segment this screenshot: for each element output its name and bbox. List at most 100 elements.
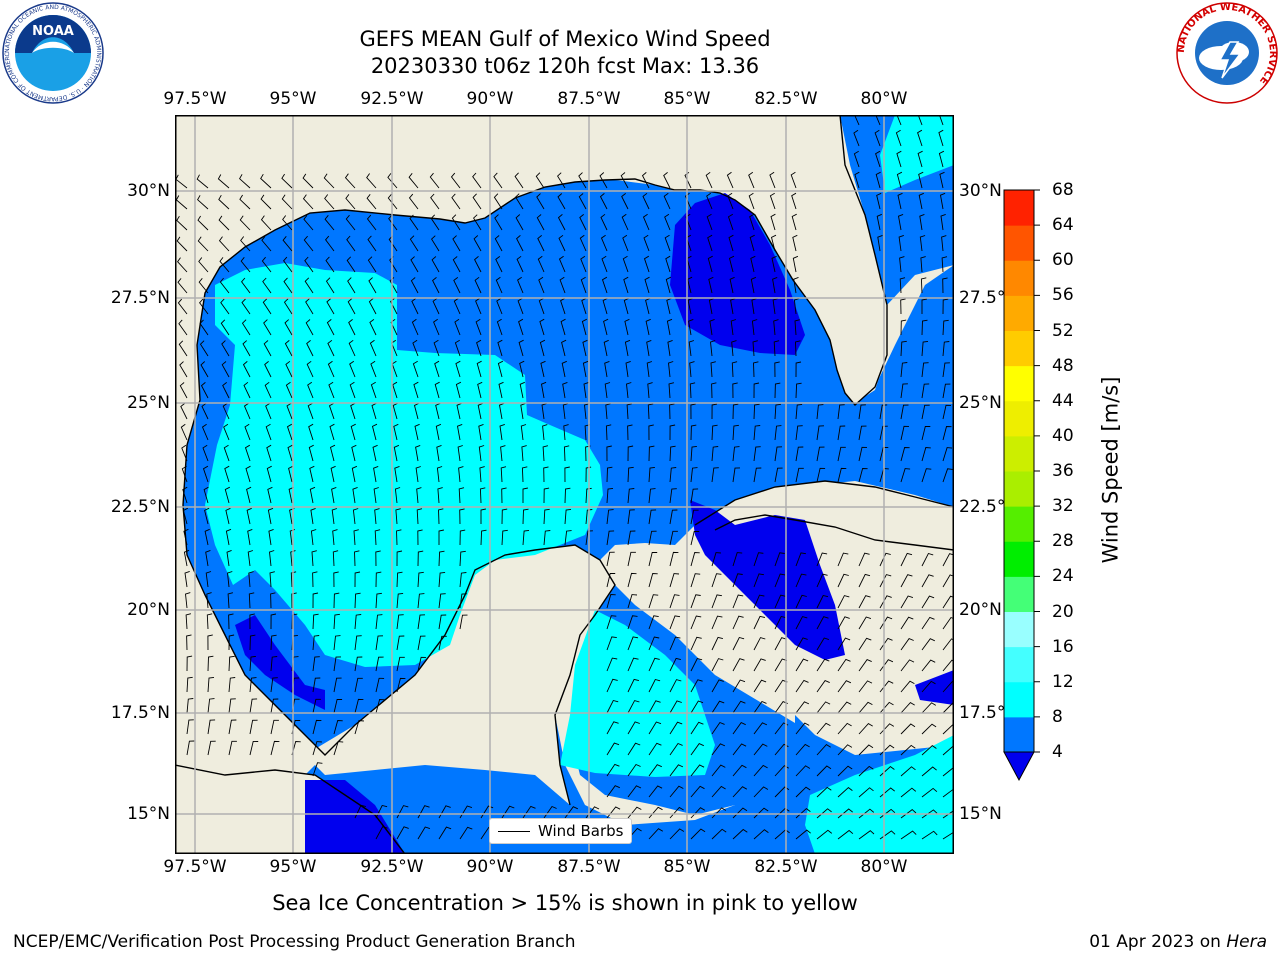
wind-barb [709, 318, 715, 336]
wind-barb [579, 234, 587, 252]
wind-barb [646, 361, 653, 378]
wind-barb [197, 195, 209, 210]
wind-barb [518, 339, 524, 357]
colorbar-ticks [1034, 189, 1040, 753]
wind-barb [837, 637, 851, 651]
wind-barb [264, 381, 272, 399]
wind-barb [346, 235, 356, 252]
wind-barb [249, 634, 256, 651]
wind-barb [178, 340, 188, 357]
wind-barb [561, 360, 567, 378]
wind-barb [669, 488, 677, 504]
wind-barb [711, 615, 723, 630]
wind-barb [816, 744, 831, 756]
wind-barb [562, 381, 568, 399]
colorbar-band [1004, 295, 1034, 331]
wind-barb [753, 425, 761, 441]
wind-barb [858, 830, 875, 840]
wind-barb [732, 573, 743, 588]
wind-barb [748, 192, 755, 210]
wind-barb [375, 699, 385, 714]
wind-barb [600, 234, 608, 252]
wind-barb [180, 403, 188, 420]
wind-barb [919, 213, 925, 231]
wind-barb [302, 194, 314, 210]
wind-barb [585, 487, 592, 504]
wind-barb [876, 192, 882, 210]
wind-barb [622, 234, 629, 252]
wind-barb [669, 509, 678, 525]
wind-barb [690, 530, 700, 546]
lat-tick-label: 30°N [127, 181, 170, 201]
wind-barb [711, 424, 718, 441]
colorbar-band [1004, 541, 1034, 577]
wind-barb [431, 256, 440, 273]
wind-barb [459, 550, 466, 567]
wind-barb [394, 465, 400, 483]
wind-barb [669, 636, 681, 651]
wind-barb [584, 403, 590, 420]
wind-barb [816, 616, 829, 630]
wind-barb [581, 318, 588, 336]
wind-barb [186, 698, 194, 714]
wind-barb [409, 214, 419, 231]
wind-barb [396, 656, 405, 672]
wind-barb [606, 721, 619, 735]
graticule [175, 115, 954, 854]
wind-barb [942, 341, 950, 357]
wind-barb [537, 255, 545, 273]
wind-barb [665, 276, 672, 294]
wind-barb [858, 573, 871, 588]
wind-barb [459, 508, 465, 525]
wind-barb [896, 150, 902, 168]
wind-barb [540, 360, 546, 378]
wind-barb [837, 765, 853, 777]
wind-barb [648, 509, 657, 525]
wind-barb [455, 381, 462, 399]
colorbar-band [1004, 506, 1034, 542]
wind-barb [648, 445, 655, 462]
wind-barb [495, 276, 503, 294]
wind-barb [837, 404, 845, 420]
wind-barb [352, 486, 358, 504]
wind-barb [772, 298, 779, 315]
wind-barb [204, 528, 210, 546]
wind-barb [666, 297, 672, 315]
wind-barb [557, 172, 566, 189]
wind-barb [536, 193, 545, 210]
wind-barb [387, 193, 398, 210]
wind-barb [732, 636, 745, 651]
wind-barb [580, 255, 587, 273]
wind-barb [690, 615, 702, 630]
wind-barb [270, 719, 279, 735]
wind-barb [520, 424, 527, 441]
wind-barb [306, 340, 314, 357]
wind-barb [606, 615, 617, 630]
wind-barb [750, 276, 757, 294]
wind-barb [606, 509, 614, 525]
wind-barb [668, 361, 674, 378]
wind-barb [711, 636, 724, 651]
wind-barb [249, 740, 259, 756]
wind-barb [202, 465, 209, 483]
wind-barb [306, 360, 314, 378]
wind-barb [774, 361, 780, 378]
wind-barb [648, 530, 657, 546]
wind-barb [753, 637, 766, 651]
wind-barb [305, 319, 314, 336]
wind-barb [707, 255, 713, 273]
svg-text:NOAA: NOAA [32, 24, 74, 39]
lat-tick-label: 25°N [127, 393, 170, 413]
wind-barb [197, 215, 209, 231]
wind-barb [494, 235, 503, 252]
wind-barb [942, 809, 954, 819]
wind-barb [269, 550, 275, 567]
wind-barb [623, 276, 629, 294]
wind-barb [795, 829, 811, 840]
colorbar-band [1004, 190, 1034, 226]
wind-barb [480, 529, 487, 546]
wind-barb [918, 192, 924, 210]
wind-barb [921, 574, 934, 588]
wind-barb [180, 423, 188, 441]
wind-barb [199, 319, 209, 336]
